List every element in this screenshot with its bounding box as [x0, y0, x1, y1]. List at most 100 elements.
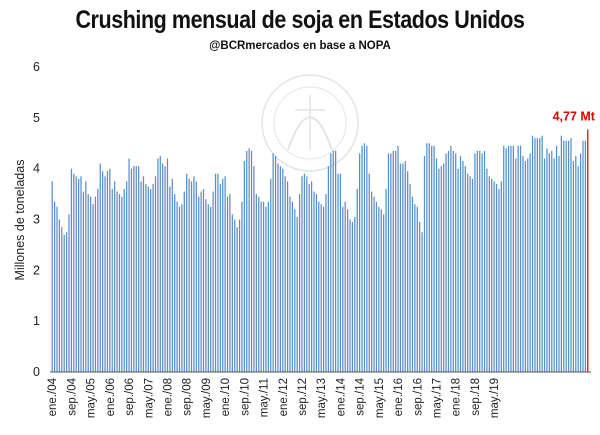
bar [174, 194, 176, 372]
bar [294, 209, 296, 372]
bar [349, 219, 351, 372]
bar [582, 140, 584, 372]
bar [375, 201, 378, 372]
bar [337, 173, 339, 372]
bar [63, 234, 65, 372]
bar [495, 183, 498, 372]
x-tick-label: ene./04 [47, 377, 59, 416]
bar [380, 209, 382, 372]
bar [347, 209, 349, 372]
bar [92, 204, 94, 372]
bar [385, 189, 387, 372]
bar [404, 161, 406, 372]
bar [334, 150, 337, 373]
bar [162, 163, 164, 372]
bar [186, 173, 188, 372]
bar [433, 145, 435, 372]
bar [80, 176, 82, 372]
bar [99, 163, 101, 372]
x-tick-label: ene./14 [335, 377, 347, 416]
bar [114, 181, 116, 373]
bar [205, 199, 207, 372]
bar [262, 201, 265, 372]
bar [310, 181, 313, 373]
bar [198, 196, 200, 372]
bar [383, 214, 385, 372]
bar [133, 166, 135, 372]
bar [53, 201, 56, 372]
bar [65, 232, 68, 372]
bar [277, 163, 279, 372]
y-tick-label: 2 [33, 263, 40, 277]
bar [258, 196, 260, 372]
bar [140, 181, 142, 373]
bar [570, 138, 572, 372]
x-tick-label: sep./10 [239, 378, 251, 416]
bar [253, 166, 255, 372]
bar [56, 206, 58, 372]
bar [207, 204, 209, 372]
bar [366, 145, 368, 372]
bar [527, 158, 529, 372]
x-tick-label: sep./04 [66, 377, 78, 415]
bar [97, 189, 99, 372]
bar [94, 196, 97, 372]
bar [455, 153, 457, 372]
bar [298, 194, 301, 372]
bar [193, 176, 195, 372]
bar [183, 191, 185, 372]
bar [176, 201, 178, 372]
bar [154, 176, 157, 372]
bar [339, 173, 342, 372]
bar [229, 194, 231, 372]
bar [106, 171, 109, 372]
x-tick-label: may./17 [432, 378, 444, 418]
y-tick-label: 4 [33, 162, 40, 176]
x-tick-label: may./09 [201, 378, 213, 418]
bar [368, 173, 370, 372]
bar [224, 176, 226, 372]
x-tick-label: may./15 [374, 378, 386, 418]
bar [452, 150, 454, 373]
bar [522, 155, 524, 372]
bar [272, 153, 274, 372]
y-tick-label: 6 [33, 60, 40, 74]
bar [534, 138, 536, 372]
bar [373, 196, 375, 372]
bar [85, 181, 87, 373]
bar [121, 196, 123, 372]
bar [483, 150, 486, 373]
bar [128, 158, 130, 372]
bar [435, 158, 438, 372]
x-tick-label: may./13 [316, 378, 328, 418]
bar [303, 173, 306, 372]
bar [354, 216, 356, 372]
bar [78, 178, 80, 372]
x-tick-label: may./07 [143, 378, 155, 418]
bar [130, 168, 133, 372]
bar [301, 176, 303, 372]
bar [500, 181, 502, 373]
bar [219, 183, 221, 372]
bar [58, 219, 61, 372]
bar [536, 138, 538, 372]
bar [565, 140, 567, 372]
bar [318, 201, 320, 372]
chart-subtitle: @BCRmercados en base a NOPA [209, 40, 391, 52]
bar [551, 150, 553, 373]
bar [344, 201, 346, 372]
x-axis-ticks: ene./04 sep./04 may./05 ene./06 sep./06 may./… [47, 377, 501, 418]
bar [171, 178, 173, 372]
bar [286, 181, 289, 373]
bar [157, 158, 159, 372]
bar [306, 176, 308, 372]
bar [147, 186, 149, 372]
bar [308, 183, 310, 372]
x-tick-label: may./19 [489, 378, 501, 418]
bar [476, 150, 478, 373]
bar [481, 153, 483, 372]
bar [159, 155, 161, 372]
bar [395, 150, 397, 373]
bar [166, 158, 169, 372]
bar [169, 186, 171, 372]
